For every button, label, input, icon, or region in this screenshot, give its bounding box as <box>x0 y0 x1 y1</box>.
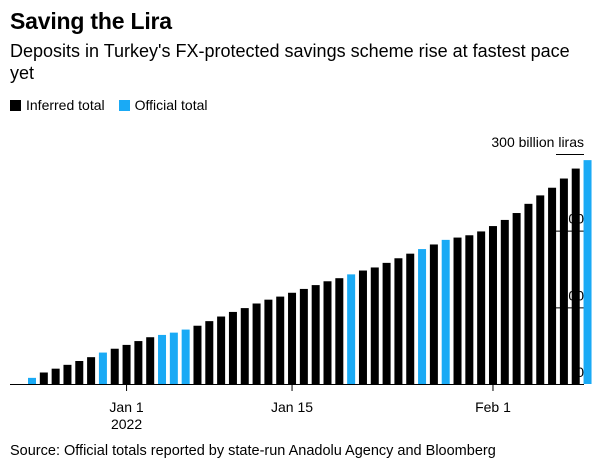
bar-inferred <box>134 341 143 384</box>
legend-item-official: Official total <box>118 97 208 113</box>
legend: Inferred total Official total <box>10 97 222 113</box>
bar-inferred <box>39 372 48 384</box>
bar-inferred <box>512 213 521 384</box>
bar-inferred <box>382 262 391 384</box>
legend-item-inferred: Inferred total <box>10 97 105 113</box>
bar-inferred <box>110 348 119 384</box>
bar-inferred <box>548 187 557 384</box>
bar-inferred <box>75 361 84 384</box>
bar-inferred <box>276 296 285 384</box>
bar-inferred <box>217 316 226 384</box>
legend-label-official: Official total <box>134 97 208 113</box>
bar-official <box>347 274 356 384</box>
bar-inferred <box>335 278 344 384</box>
bar-official <box>158 334 167 384</box>
bar-inferred <box>429 244 438 384</box>
bar-inferred <box>51 368 60 384</box>
bar-inferred <box>524 203 533 384</box>
bar-inferred <box>311 285 320 384</box>
bar-official <box>583 160 592 384</box>
bar-inferred <box>240 308 249 384</box>
bar-inferred <box>146 337 155 384</box>
x-tick-sublabel: 2022 <box>111 416 142 432</box>
bar-official <box>418 249 427 384</box>
bar-inferred <box>465 235 474 384</box>
x-tick-label: Jan 1 <box>109 399 143 415</box>
bar-inferred <box>406 253 415 384</box>
legend-swatch-inferred <box>10 99 21 111</box>
y-tick-label: 0 <box>576 364 584 380</box>
bar-inferred <box>205 321 214 384</box>
bar-inferred <box>87 357 96 384</box>
bar-inferred <box>488 226 497 384</box>
bar-official <box>28 377 36 384</box>
bar-inferred <box>394 258 403 384</box>
legend-swatch-official <box>118 99 130 111</box>
bar-inferred <box>299 288 308 384</box>
chart-title: Saving the Lira <box>10 8 172 34</box>
bar-inferred <box>323 281 332 384</box>
bar-inferred <box>228 311 237 384</box>
source-note: Source: Official totals reported by stat… <box>10 443 496 459</box>
bar-official <box>98 352 107 384</box>
bar-inferred <box>500 219 509 384</box>
bar-inferred <box>571 168 580 384</box>
bar-inferred <box>370 267 379 384</box>
bar-official <box>441 239 450 384</box>
chart-subtitle: Deposits in Turkey's FX-protected saving… <box>10 41 570 83</box>
bar-inferred <box>559 178 568 384</box>
legend-label-inferred: Inferred total <box>26 97 105 113</box>
bar-inferred <box>63 364 72 384</box>
bar-inferred <box>264 299 273 384</box>
bar-official <box>181 329 190 384</box>
bar-official <box>169 332 178 384</box>
bar-inferred <box>358 270 367 384</box>
bar-inferred <box>122 344 131 384</box>
x-tick-label: Feb 1 <box>475 399 511 415</box>
y-tick-label: 300 billion liras <box>491 134 584 150</box>
x-tick-label: Jan 15 <box>271 399 313 415</box>
bar-inferred <box>288 292 297 384</box>
bar-inferred <box>252 303 261 384</box>
bar-inferred <box>536 195 545 384</box>
bar-inferred <box>477 231 486 384</box>
bar-inferred <box>193 325 202 384</box>
bar-inferred <box>453 237 462 384</box>
